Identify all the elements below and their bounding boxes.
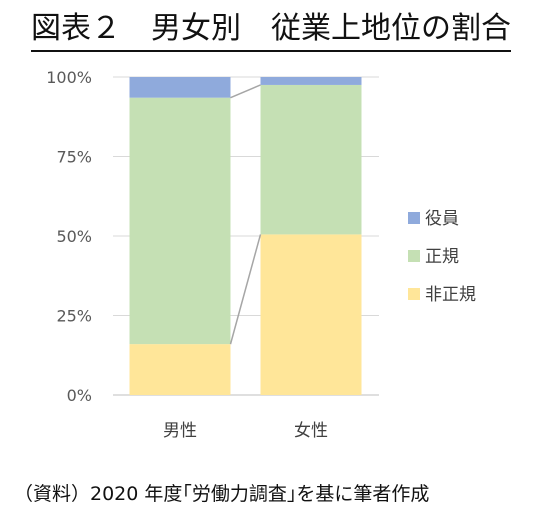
legend-swatch <box>408 288 420 300</box>
source-note: （資料）2020 年度｢労働力調査｣を基に筆者作成 <box>14 483 430 505</box>
y-tick-label: 0% <box>67 386 92 405</box>
series-line <box>230 84 261 99</box>
y-tick-label: 75% <box>56 148 92 167</box>
y-axis: 0% 25% 50% 75% 100% <box>46 68 92 405</box>
legend-swatch <box>408 212 420 224</box>
y-tick-label: 50% <box>56 227 92 246</box>
bar-segment-役員 <box>260 77 362 85</box>
bars <box>129 77 362 395</box>
x-tick-label: 女性 <box>294 421 328 441</box>
x-tick-label: 男性 <box>163 421 197 441</box>
bar-segment-正規 <box>129 97 231 345</box>
x-axis: 男性 女性 <box>163 421 328 441</box>
bar-segment-正規 <box>260 84 362 235</box>
y-tick-label: 25% <box>56 307 92 326</box>
legend-label: 正規 <box>425 247 459 267</box>
legend-label: 非正規 <box>425 285 476 305</box>
y-tick-label: 100% <box>46 68 92 87</box>
bar-segment-非正規 <box>260 234 362 395</box>
legend-label: 役員 <box>425 209 459 229</box>
bar-segment-役員 <box>129 77 231 98</box>
series-line <box>229 234 262 345</box>
bar-segment-非正規 <box>129 344 231 395</box>
series-lines <box>229 84 262 345</box>
chart-title: 図表２ 男女別 従業上地位の割合 <box>31 10 511 52</box>
legend-swatch <box>408 250 420 262</box>
